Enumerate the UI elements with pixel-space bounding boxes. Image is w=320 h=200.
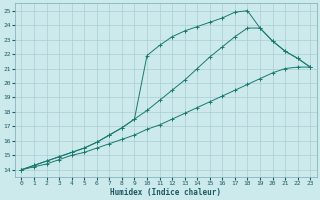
X-axis label: Humidex (Indice chaleur): Humidex (Indice chaleur): [110, 188, 221, 197]
